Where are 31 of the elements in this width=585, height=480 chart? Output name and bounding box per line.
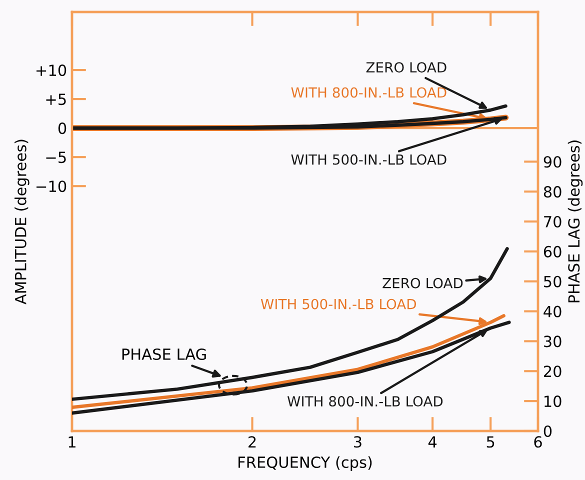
annotation: PHASE LAG: [122, 348, 206, 360]
y2-tick-label: 90: [544, 156, 562, 168]
y-tick-label: 0: [58, 122, 66, 134]
y2-tick-label: 0: [544, 425, 552, 438]
y-axis-title: AMPLITUDE (degrees): [14, 140, 30, 304]
y-tick-label: +5: [46, 94, 66, 106]
x-tick-label: 3: [354, 436, 362, 448]
x-tick-label: 5: [486, 436, 494, 448]
y-tick-label: +10: [36, 64, 66, 76]
legend-label: ZERO LOAD: [382, 278, 463, 288]
x-axis-title: FREQUENCY (cps): [238, 456, 372, 471]
series-label: WITH 500-IN.-LB LOAD: [291, 154, 446, 165]
y2-tick-label: 30: [544, 336, 562, 348]
y2-tick-label: 80: [544, 186, 562, 198]
y2-tick-label: 50: [544, 276, 562, 288]
y-tick-label: −10: [36, 180, 66, 192]
y2-axis-title: PHASE LAG (degrees): [568, 140, 583, 302]
text: WITH 500-IN.-LB LOAD: [260, 298, 416, 310]
y2-tick-label: 70: [544, 216, 562, 228]
series-label: WITH 800-IN.-LB LOAD: [287, 396, 443, 407]
x-tick-label: 2: [248, 436, 256, 448]
y2-tick-label: 10: [544, 396, 562, 408]
x-tick-label: 4: [428, 436, 437, 448]
x-tick-label: 6: [534, 436, 542, 448]
y2-tick-label: 20: [544, 366, 562, 378]
text: ZERO LOAD: [366, 62, 446, 73]
series-label: WITH 800-IN.-LB LOAD: [291, 87, 446, 98]
y2-tick-label: 60: [544, 246, 562, 258]
y-tick-label: −5: [46, 152, 66, 164]
x-tick-label: 1: [68, 436, 76, 448]
y2-tick-label: 40: [544, 306, 562, 318]
